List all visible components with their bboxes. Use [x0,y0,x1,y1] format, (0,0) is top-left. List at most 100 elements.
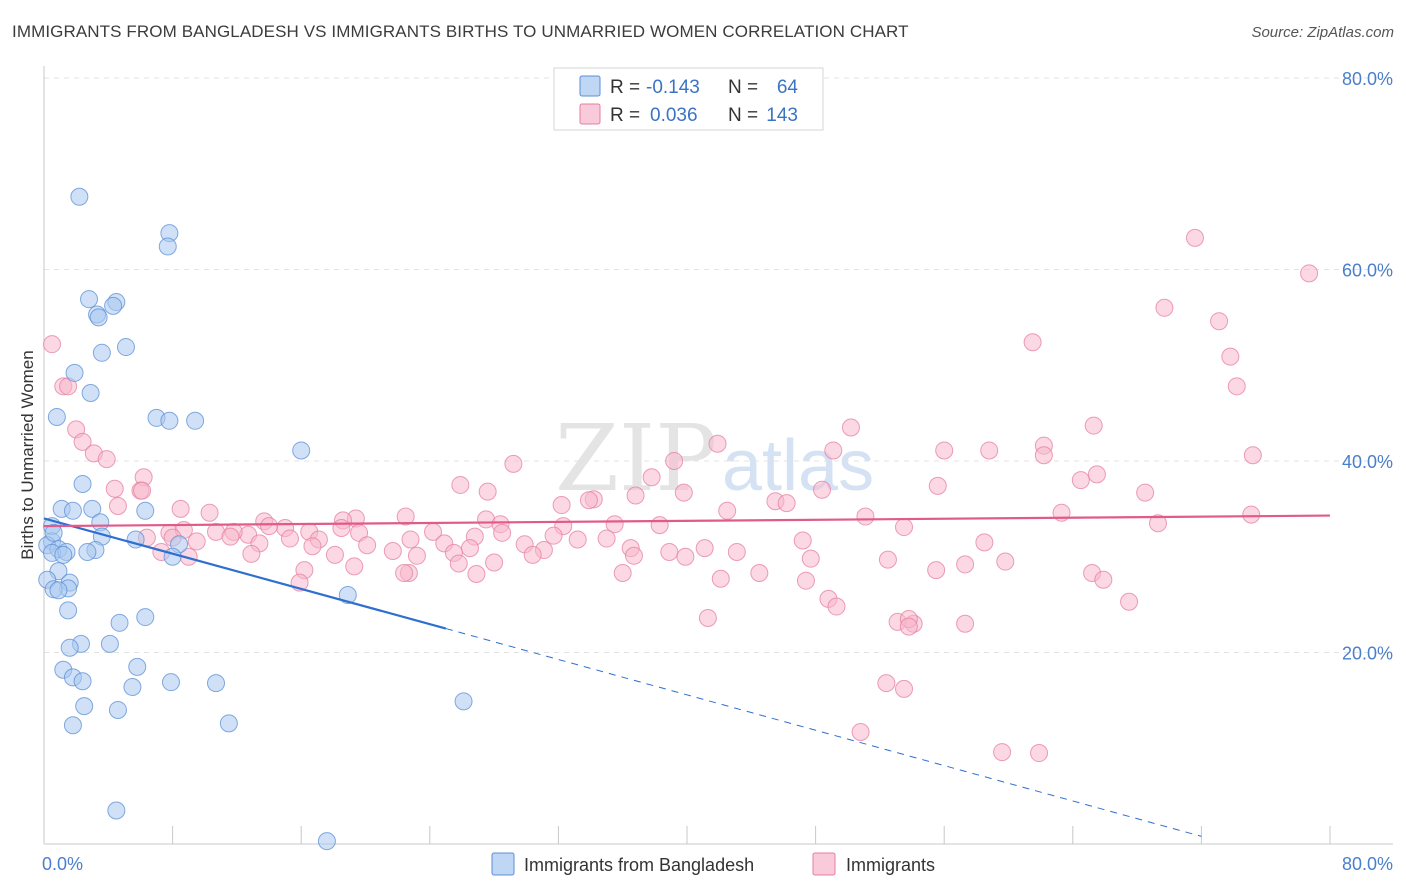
point-immigrants [260,517,279,536]
point-immigrants [345,557,364,576]
series-legend: Immigrants from Bangladesh Immigrants [491,852,935,876]
point-immigrants [1087,465,1106,484]
point-immigrants [1136,483,1155,502]
point-bangladesh [160,411,179,430]
point-immigrants [727,542,746,561]
point-immigrants [1227,377,1246,396]
point-bangladesh [63,501,82,520]
point-immigrants [460,539,479,558]
point-bangladesh [338,586,357,605]
point-immigrants [975,533,994,552]
y-tick-label: 40.0% [1342,452,1393,472]
point-immigrants [980,441,999,460]
point-bangladesh [116,338,135,357]
point-immigrants [105,479,124,498]
point-immigrants [956,614,975,633]
y-axis-label: Births to Unmarried Women [18,350,37,559]
point-immigrants [777,494,796,513]
trend-line-immigrants [43,514,1331,528]
point-immigrants [856,507,875,526]
point-immigrants [358,536,377,555]
point-bangladesh [81,384,100,403]
point-immigrants [1221,347,1240,366]
series-legend-swatch-immigrants [812,852,836,876]
point-immigrants [827,597,846,616]
data-points [38,187,1319,851]
point-immigrants [1030,744,1049,763]
point-immigrants [993,743,1012,762]
series-legend-label-bangladesh: Immigrants from Bangladesh [524,855,754,875]
point-immigrants [579,491,598,510]
point-immigrants [332,519,351,538]
point-immigrants [956,555,975,574]
point-bangladesh [161,673,180,692]
point-immigrants [695,539,714,558]
legend-swatch-bangladesh [579,75,601,97]
point-immigrants [242,544,261,563]
point-bangladesh [108,700,127,719]
chart-source: Source: ZipAtlas.com [1251,24,1394,41]
point-immigrants [396,507,415,526]
point-bangladesh [100,634,119,653]
point-immigrants [467,564,486,583]
point-immigrants [1210,312,1229,331]
point-bangladesh [163,547,182,566]
y-tick-label: 80.0% [1342,69,1393,89]
point-immigrants [1155,298,1174,317]
point-immigrants [73,432,92,451]
point-immigrants [605,515,624,534]
legend-n-value-immigrants: 143 [766,105,798,126]
point-immigrants [711,569,730,588]
point-bangladesh [128,657,147,676]
point-immigrants [895,518,914,537]
point-immigrants [899,617,918,636]
point-immigrants [1243,446,1262,465]
point-immigrants [401,530,420,549]
point-bangladesh [75,697,94,716]
point-immigrants [824,441,843,460]
point-immigrants [171,499,190,518]
point-bangladesh [73,474,92,493]
point-immigrants [451,475,470,494]
point-immigrants [221,527,240,546]
point-immigrants [1071,471,1090,490]
point-bangladesh [80,290,99,309]
point-bangladesh [110,613,129,632]
point-immigrants [796,571,815,590]
series-legend-label-immigrants: Immigrants [846,855,935,875]
point-immigrants [478,482,497,501]
point-immigrants [325,545,344,564]
point-immigrants [674,483,693,502]
point-immigrants [841,418,860,437]
point-bangladesh [78,542,97,561]
point-bangladesh [44,523,63,542]
point-immigrants [877,674,896,693]
legend: R = -0.143 N = 64 R = 0.036 N = 143 [553,67,824,131]
watermark-atlas: atlas [722,426,874,506]
point-immigrants [280,529,299,548]
point-immigrants [676,547,695,566]
point-bangladesh [136,608,155,627]
point-immigrants [1185,228,1204,247]
point-immigrants [665,452,684,470]
legend-r-label-immigrants: R = [610,105,640,126]
legend-swatch-immigrants [579,103,601,125]
point-immigrants [927,561,946,580]
point-bangladesh [92,343,111,362]
point-immigrants [624,546,643,565]
point-immigrants [613,564,632,583]
point-immigrants [793,531,812,550]
point-immigrants [801,549,820,568]
point-immigrants [935,441,954,460]
point-immigrants [523,545,542,564]
point-immigrants [928,476,947,495]
point-immigrants [660,542,679,561]
point-immigrants [708,434,727,453]
point-bangladesh [47,407,66,426]
point-immigrants [568,530,587,549]
trend-line-bangladesh [43,517,447,630]
y-tick-labels: 20.0% 40.0% 60.0% 80.0% [1342,69,1393,664]
point-immigrants [544,526,563,545]
point-immigrants [895,679,914,698]
legend-n-label-bangladesh: N = [728,77,758,98]
